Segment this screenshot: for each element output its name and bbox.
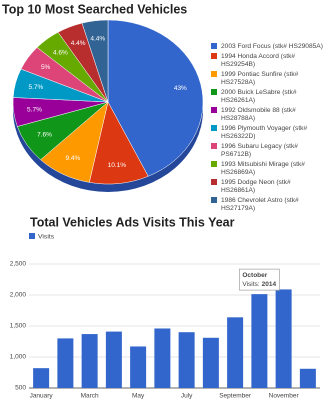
y-tick-label: 1,000	[10, 354, 27, 361]
legend-label: 1994 Honda Accord (stk# HS29254B)	[221, 53, 295, 68]
legend-label: 1996 Plymouth Voyager (stk# HS26322D)	[221, 125, 307, 140]
bar	[251, 294, 268, 388]
tooltip-title: October	[242, 272, 267, 279]
legend-label: 1992 Oldsmobile 88 (stk# HS28788A)	[221, 107, 296, 122]
legend-swatch	[211, 43, 217, 49]
bar	[299, 368, 316, 388]
bar	[105, 331, 122, 388]
legend-line: 1999 Pontiac Sunfire (stk#	[221, 71, 299, 78]
legend-swatch	[211, 53, 217, 59]
legend-line: HS26322D)	[221, 133, 255, 140]
legend-swatch	[211, 179, 217, 185]
legend-line: HS26261A)	[221, 97, 255, 104]
legend-line: 1996 Plymouth Voyager (stk#	[221, 125, 307, 132]
legend-line: 2003 Ford Focus (stk# HS29085A)	[221, 43, 323, 50]
legend-swatch	[211, 107, 217, 113]
legend-line: HS26861A)	[221, 187, 255, 194]
legend-line: 1995 Dodge Neon (stk#	[221, 179, 291, 186]
bar	[33, 368, 50, 388]
slice-label: 5%	[41, 64, 51, 71]
legend-label: 1993 Mitsubishi Mirage (stk# HS26869A)	[221, 161, 305, 176]
legend-line: HS27528A)	[221, 79, 255, 86]
x-tick-label: July	[181, 393, 193, 400]
pie-slice	[107, 19, 204, 177]
bar	[275, 289, 292, 388]
legend-line: 1994 Honda Accord (stk#	[221, 53, 295, 60]
legend-label: 1999 Pontiac Sunfire (stk# HS27528A)	[221, 71, 299, 86]
bar	[202, 337, 219, 388]
y-tick-label: 500	[15, 385, 26, 392]
tooltip-box	[238, 268, 280, 291]
legend-label: 2000 Buick LeSabre (stk# HS26261A)	[221, 89, 297, 104]
legend-line: HS28788A)	[221, 115, 255, 122]
slice-label: 5.7%	[29, 84, 44, 91]
legend-label: 2003 Ford Focus (stk# HS29085A)	[221, 43, 323, 50]
x-tick-label: March	[81, 393, 99, 400]
x-tick-label: May	[132, 393, 145, 400]
bar	[130, 346, 147, 388]
x-tick-label: September	[219, 393, 252, 400]
legend-label: Visits	[38, 233, 55, 240]
slice-label: 9.4%	[65, 155, 80, 162]
legend-label: 1986 Chevrolet Astro (stk# HS27179A)	[221, 197, 299, 212]
legend-label: 1996 Subaru Legacy (stk# PS6712B)	[221, 143, 298, 158]
slice-label: 10.1%	[108, 162, 127, 169]
y-tick-label: 2,000	[10, 292, 27, 299]
legend-line: HS26869A)	[221, 169, 255, 176]
x-tick-label: November	[269, 393, 300, 400]
legend-line: 1986 Chevrolet Astro (stk#	[221, 197, 299, 204]
legend-label: 1995 Dodge Neon (stk# HS26861A)	[221, 179, 291, 194]
slice-label: 43%	[174, 85, 187, 92]
legend-swatch	[211, 125, 217, 131]
legend-line: PS6712B)	[221, 151, 251, 158]
bar	[57, 338, 74, 388]
legend-line: 1993 Mitsubishi Mirage (stk#	[221, 161, 305, 168]
legend-swatch	[211, 161, 217, 167]
legend-swatch	[211, 71, 217, 77]
bar	[154, 328, 171, 388]
slice-label: 4.4%	[90, 35, 105, 42]
legend-line: 1996 Subaru Legacy (stk#	[221, 143, 298, 150]
slice-label: 7.6%	[37, 132, 52, 139]
slice-label: 4.6%	[53, 50, 68, 57]
y-tick-label: 1,500	[10, 323, 27, 330]
chart-title: Total Vehicles Ads Visits This Year	[30, 215, 235, 229]
legend-swatch	[211, 89, 217, 95]
legend-line: HS29254B)	[221, 61, 255, 68]
bar	[178, 332, 195, 388]
legend-line: HS27179A)	[221, 205, 255, 212]
slice-label: 5.7%	[27, 107, 42, 114]
pie-slice	[81, 19, 109, 103]
slice-label: 4.4%	[71, 40, 86, 47]
legend-swatch	[211, 197, 217, 203]
x-tick-label: January	[30, 393, 54, 400]
bar	[227, 317, 244, 388]
legend-line: 2000 Buick LeSabre (stk#	[221, 89, 297, 96]
legend-swatch	[29, 233, 35, 239]
tooltip-value: 2014	[262, 281, 277, 288]
legend-line: 1992 Oldsmobile 88 (stk#	[221, 107, 296, 114]
y-tick-label: 2,500	[10, 261, 27, 268]
tooltip: October Visits: 2014	[238, 268, 280, 291]
legend-swatch	[211, 143, 217, 149]
bar	[81, 334, 98, 388]
tooltip-label: Visits:	[242, 281, 259, 288]
chart-title: Top 10 Most Searched Vehicles	[2, 2, 187, 16]
